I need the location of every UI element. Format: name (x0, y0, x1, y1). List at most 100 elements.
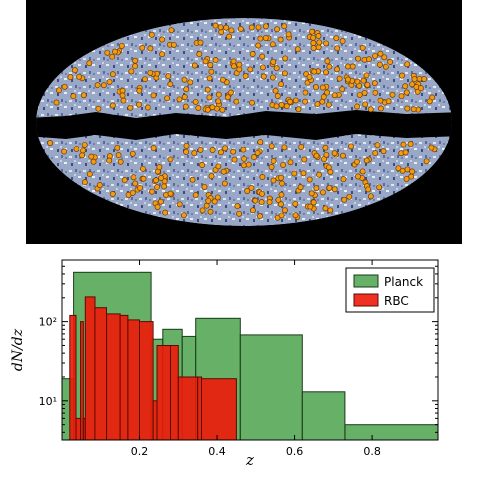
cluster-marker (308, 190, 315, 197)
cluster-marker (270, 58, 277, 65)
x-tick-label: 0.8 (363, 445, 381, 458)
cluster-marker (376, 184, 383, 191)
cluster-marker (320, 93, 327, 100)
cluster-marker (154, 204, 161, 210)
cluster-marker (129, 150, 136, 157)
hist-bar-planck (301, 391, 346, 441)
cluster-marker (364, 81, 371, 88)
cluster-marker (234, 203, 241, 210)
cluster-marker (206, 94, 213, 101)
cluster-marker (278, 101, 285, 108)
cluster-marker (315, 33, 322, 39)
cluster-marker (292, 97, 299, 104)
cluster-marker (274, 93, 281, 99)
cluster-marker (426, 98, 433, 105)
cluster-marker (211, 198, 218, 205)
cluster-marker (344, 63, 351, 70)
cluster-marker (377, 50, 384, 57)
cluster-marker (399, 72, 405, 79)
cluster-marker (215, 163, 222, 170)
cluster-marker (100, 82, 107, 89)
cluster-marker (181, 94, 188, 100)
cluster-marker (228, 27, 235, 34)
cluster-marker (128, 68, 135, 75)
cluster-marker (381, 54, 388, 61)
cluster-marker (249, 51, 256, 57)
cluster-marker (127, 104, 134, 111)
cluster-marker (387, 59, 394, 65)
cluster-marker (132, 57, 139, 64)
cluster-marker (191, 150, 198, 157)
cluster-marker (407, 141, 414, 148)
cluster-marker (292, 200, 299, 207)
cluster-marker (157, 198, 164, 205)
cluster-marker (333, 35, 340, 42)
cluster-marker (191, 62, 198, 69)
cluster-marker (313, 84, 319, 91)
cluster-marker (202, 58, 209, 65)
cluster-marker (217, 24, 224, 31)
cluster-marker (233, 98, 240, 105)
cluster-marker (283, 103, 290, 110)
cluster-marker (53, 99, 60, 106)
cluster-marker (240, 146, 247, 153)
cluster-marker (241, 155, 248, 162)
cluster-marker (226, 33, 233, 40)
cluster-marker (150, 145, 157, 152)
cluster-marker (313, 152, 320, 159)
cluster-marker (119, 92, 126, 99)
cluster-marker (395, 165, 402, 172)
cluster-marker (139, 44, 146, 51)
cluster-marker (230, 58, 237, 65)
cluster-marker (287, 159, 294, 166)
cluster-marker (362, 101, 369, 108)
cluster-marker (278, 201, 284, 208)
cluster-marker (176, 96, 183, 103)
cluster-marker (94, 82, 101, 89)
cluster-marker (266, 199, 273, 206)
cluster-marker (144, 104, 151, 111)
cluster-marker (377, 97, 384, 104)
cluster-marker (112, 48, 118, 55)
cluster-marker (183, 148, 190, 155)
hist-bar-rbc (106, 313, 121, 441)
cluster-marker (201, 183, 208, 190)
hist-bar-rbc (127, 319, 141, 441)
cluster-markers (47, 22, 438, 221)
cluster-marker (354, 158, 360, 165)
cluster-marker (334, 66, 340, 73)
cluster-marker (363, 72, 370, 79)
hist-bar-rbc (177, 376, 199, 441)
cluster-marker (367, 193, 374, 200)
cluster-marker (88, 153, 95, 160)
hist-bar-planck (344, 424, 439, 441)
plot-area (61, 271, 439, 441)
cluster-marker (207, 208, 214, 215)
cluster-marker (400, 141, 407, 148)
cluster-marker (339, 86, 346, 93)
cluster-marker (140, 175, 147, 182)
cluster-marker (255, 42, 262, 49)
cluster-marker (132, 180, 139, 187)
cluster-marker (273, 65, 280, 72)
cluster-marker (222, 145, 229, 152)
cluster-marker (242, 73, 249, 80)
legend-swatch-rbc (353, 293, 379, 307)
cluster-marker (136, 87, 143, 94)
hist-bar-planck (239, 334, 303, 441)
cluster-marker (252, 197, 259, 204)
cluster-marker (214, 194, 221, 201)
cluster-marker (377, 105, 384, 112)
cluster-marker (287, 98, 294, 105)
cluster-marker (281, 70, 288, 77)
cluster-marker (236, 210, 243, 217)
cluster-marker (56, 87, 62, 94)
cluster-marker (219, 76, 226, 83)
cluster-marker (324, 58, 331, 65)
cluster-marker (428, 144, 435, 151)
cluster-marker (307, 203, 314, 210)
cluster-marker (372, 150, 379, 157)
hist-bar-rbc (201, 378, 237, 441)
cluster-marker (301, 156, 308, 163)
cluster-marker (81, 179, 88, 186)
